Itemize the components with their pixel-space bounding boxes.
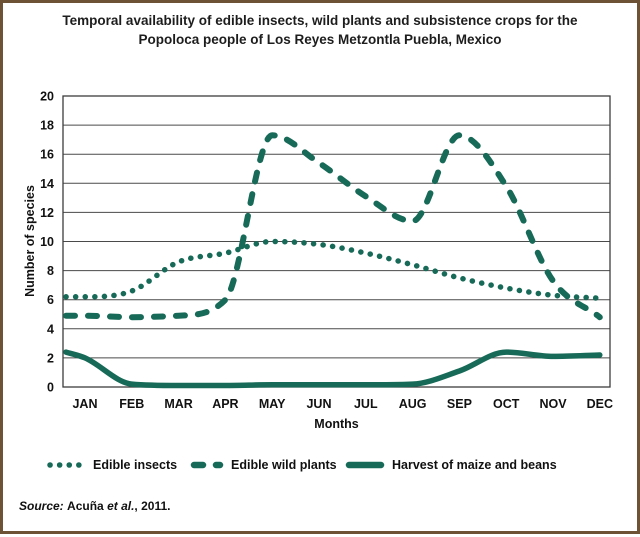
legend-item-edible-insects: Edible insects <box>46 458 177 472</box>
source-year: , 2011. <box>134 499 171 513</box>
y-tick-label: 6 <box>47 293 54 307</box>
chart-title: Temporal availability of edible insects,… <box>3 11 637 49</box>
x-tick-label: APR <box>212 397 238 411</box>
source-author: Acuña <box>67 499 104 513</box>
x-axis-label: Months <box>314 417 359 431</box>
y-tick-label: 16 <box>40 148 54 162</box>
legend-item-edible-wild-plants: Edible wild plants <box>186 458 337 472</box>
chart-title-line1: Temporal availability of edible insects,… <box>62 13 578 28</box>
legend-item-harvest: Harvest of maize and beans <box>345 458 557 472</box>
solid-line-icon <box>345 461 385 469</box>
dashed-line-icon <box>190 461 224 469</box>
x-tick-label: MAR <box>164 397 192 411</box>
y-tick-label: 4 <box>47 322 54 336</box>
y-tick-label: 0 <box>47 381 54 395</box>
x-tick-label: AUG <box>399 397 427 411</box>
y-tick-label: 14 <box>40 177 54 191</box>
x-tick-label: FEB <box>119 397 144 411</box>
y-axis-label: Number of species <box>23 185 37 297</box>
plot-svg: 0 2 4 6 8 10 12 14 16 18 20 JAN FEB MAR APR MAY JUN JUL AU… <box>40 90 613 412</box>
series-line-dotted <box>63 238 603 301</box>
series-line-dashed <box>63 132 603 321</box>
x-tick-label: NOV <box>539 397 567 411</box>
y-tick-label: 10 <box>40 235 54 249</box>
legend-label-harvest: Harvest of maize and beans <box>392 458 557 472</box>
x-tick-label: DEC <box>587 397 613 411</box>
x-tick-label: MAY <box>259 397 286 411</box>
y-tick-label: 2 <box>47 351 54 365</box>
y-tick-label: 20 <box>40 90 54 104</box>
x-tick-label: JUL <box>354 397 378 411</box>
y-tick-label: 8 <box>47 264 54 278</box>
legend-label-edible-wild-plants: Edible wild plants <box>231 458 337 472</box>
dotted-line-icon <box>47 462 86 468</box>
x-tick-label: JAN <box>72 397 97 411</box>
x-tick-label: SEP <box>447 397 472 411</box>
y-tick-label: 12 <box>40 206 54 220</box>
legend-label-edible-insects: Edible insects <box>93 458 178 472</box>
series-line-solid <box>63 349 603 389</box>
source-label: Source: <box>19 499 64 513</box>
x-tick-label: OCT <box>493 397 520 411</box>
y-tick-label: 18 <box>40 119 54 133</box>
source-note: Source: Acuña et al., 2011. <box>19 499 170 513</box>
chart-title-line2: Popoloca people of Los Reyes Metzontla P… <box>138 32 502 47</box>
source-etal: et al. <box>107 499 135 513</box>
x-tick-label: JUN <box>306 397 331 411</box>
